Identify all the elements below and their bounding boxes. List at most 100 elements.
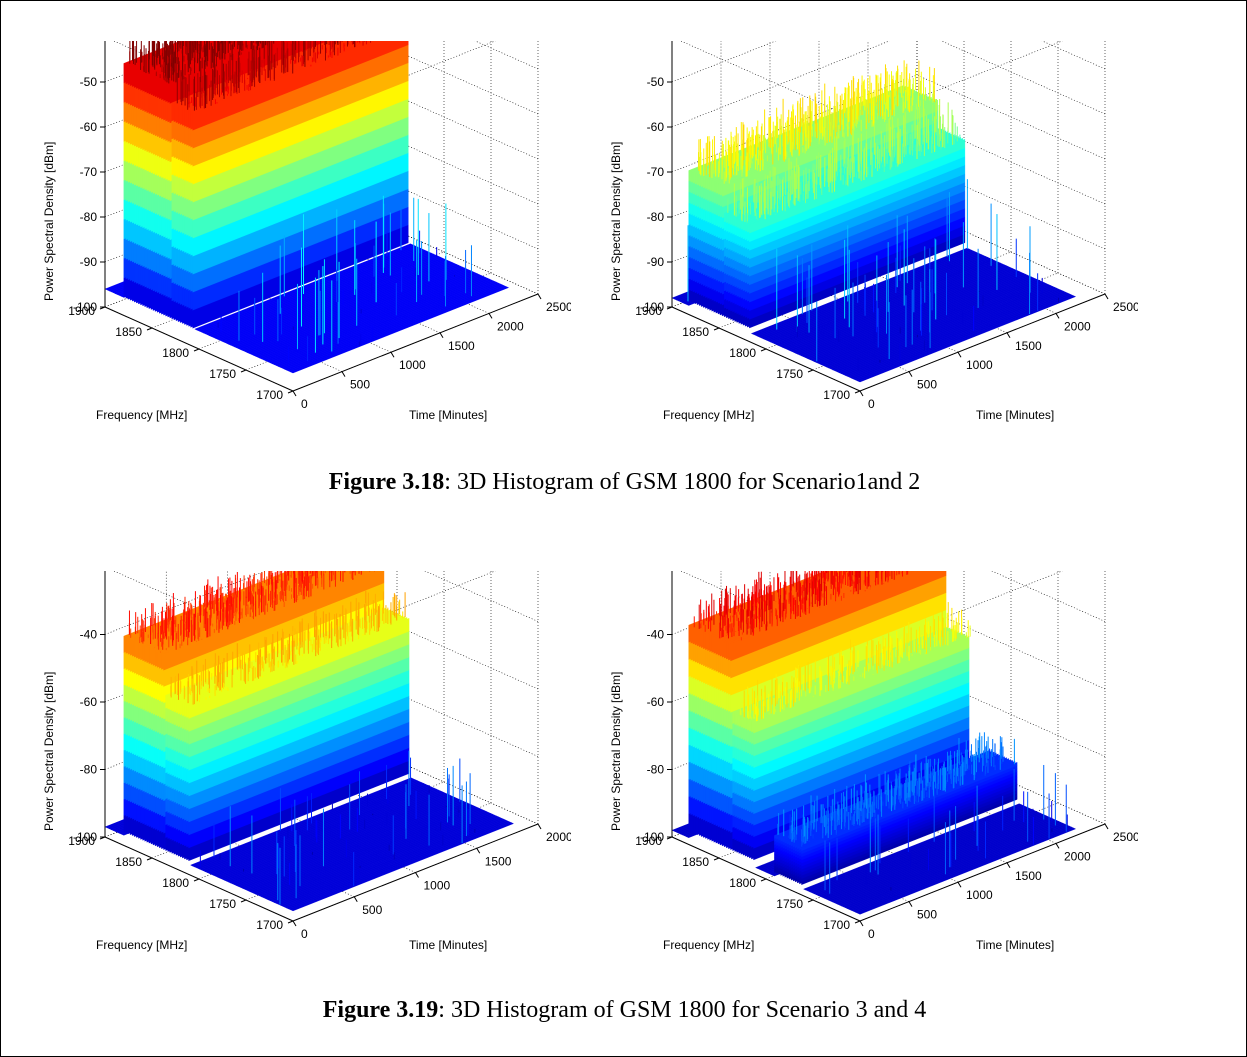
surface-group <box>671 571 1077 915</box>
time-axis-label: Time [Minutes] <box>976 408 1054 422</box>
time-tick <box>957 351 962 358</box>
figure-text-1: : 3D Histogram of GSM 1800 for Scenario1… <box>444 469 921 495</box>
time-tick <box>292 390 297 397</box>
grid-line <box>940 41 1106 115</box>
time-tick-label: 1500 <box>485 854 512 868</box>
surface-group <box>104 571 515 912</box>
plot-svg-2: 1700 1750 1800 1850 1900 0 500 1000 1500 2000 2500… <box>609 41 1138 422</box>
surface-floor-strip <box>857 295 1077 383</box>
axes-group: 1700 1750 1800 1850 1900 0 500 1000 1500 2000 2500… <box>42 41 571 422</box>
time-tick <box>415 872 419 878</box>
grid-line <box>671 41 777 83</box>
surface-floor-strip <box>290 286 510 374</box>
psd-tick-label: -100 <box>73 830 97 844</box>
plot-svg-3: 1700 1750 1800 1850 1900 0 500 1000 1500 2000 -100… <box>42 571 571 952</box>
frequency-axis-label: Frequency [MHz] <box>96 938 187 952</box>
time-tick <box>537 293 542 300</box>
frequency-tick <box>240 899 247 903</box>
psd-tick-label: -90 <box>647 255 665 269</box>
time-tick <box>1055 313 1060 319</box>
psd-tick-label: -20 <box>80 571 98 574</box>
figure-caption-1: Figure 3.18: 3D Histogram of GSM 1800 fo… <box>1 469 1247 496</box>
frequency-axis-label: Frequency [MHz] <box>663 408 754 422</box>
time-tick <box>292 920 297 927</box>
surface-band-strip <box>749 138 966 234</box>
surface-group <box>671 60 1077 383</box>
psd-tick-label: -90 <box>80 255 98 269</box>
frequency-tick <box>713 327 720 331</box>
psd-tick-label: -80 <box>647 210 665 224</box>
psd-tick-label: -60 <box>647 120 665 134</box>
frequency-tick <box>193 348 200 352</box>
time-tick-label: 1500 <box>448 339 475 353</box>
surface-band-strip <box>192 41 409 131</box>
time-axis-line <box>859 293 1106 392</box>
frequency-tick-label: 1850 <box>682 325 709 339</box>
surface-group <box>104 41 510 374</box>
psd-tick-label: -70 <box>80 165 98 179</box>
psd-tick-label: -100 <box>640 300 664 314</box>
frequency-tick <box>193 878 200 882</box>
frequency-tick-label: 1850 <box>115 325 142 339</box>
figure-label-1: Figure 3.18 <box>328 469 445 495</box>
frequency-tick-label: 1700 <box>256 388 283 402</box>
time-tick-label: 0 <box>868 397 875 411</box>
frequency-tick-label: 1900 <box>68 304 95 318</box>
frequency-tick-label: 1800 <box>729 346 756 360</box>
box-edge <box>680 41 861 122</box>
time-tick <box>341 371 346 377</box>
time-tick <box>353 896 358 903</box>
frequency-tick-label: 1750 <box>209 367 236 381</box>
psd-tick-label: -40 <box>80 628 98 642</box>
surface-band-strip <box>163 571 385 671</box>
plot-scenario-3: 1700 1750 1800 1850 1900 0 500 1000 1500 2000 -100… <box>31 571 571 966</box>
frequency-tick <box>760 348 767 352</box>
time-axis-label: Time [Minutes] <box>409 938 487 952</box>
frequency-tick-label: 1800 <box>162 876 189 890</box>
time-tick <box>439 332 444 339</box>
psd-tick-label: -60 <box>80 120 98 134</box>
frequency-tick <box>240 369 247 373</box>
psd-axis-label: Power Spectral Density [dBm] <box>42 142 56 301</box>
time-tick <box>537 823 542 830</box>
time-tick-label: 2500 <box>1113 300 1138 314</box>
plot-scenario-1: 1700 1750 1800 1850 1900 0 500 1000 1500 2000 2500… <box>31 41 571 436</box>
grid-line <box>671 41 891 128</box>
grid-line <box>991 571 1106 622</box>
grid-line <box>1041 41 1106 70</box>
plot-svg-1: 1700 1750 1800 1850 1900 0 500 1000 1500 2000 2500… <box>42 41 571 422</box>
time-tick-label: 2000 <box>1064 319 1091 333</box>
time-tick-label: 2500 <box>546 300 571 314</box>
time-tick <box>488 313 493 319</box>
grid-line <box>916 74 1106 160</box>
plot-svg-4: 1700175018001850190005001000150020002500… <box>609 571 1138 952</box>
frequency-tick <box>146 857 153 861</box>
frequency-tick-label: 1900 <box>68 834 95 848</box>
psd-tick-label: -40 <box>80 41 98 44</box>
psd-tick-label: -40 <box>647 41 665 44</box>
time-tick-label: 0 <box>301 397 308 411</box>
plot-scenario-2: 1700 1750 1800 1850 1900 0 500 1000 1500 2000 2500… <box>598 41 1138 436</box>
psd-axis-label: Power Spectral Density [dBm] <box>42 672 56 831</box>
frequency-tick <box>807 369 814 373</box>
time-tick-label: 1500 <box>1015 339 1042 353</box>
frequency-tick-label: 1750 <box>776 367 803 381</box>
time-tick <box>1006 332 1011 339</box>
plot-scenario-4: 1700 1750 1800 1850 1900 0 500 1000 1500 2000 2500… <box>598 571 1138 966</box>
time-tick <box>476 847 481 854</box>
psd-tick-label: -50 <box>80 75 98 89</box>
time-tick-label: 500 <box>917 378 937 392</box>
time-tick-label: 500 <box>350 378 370 392</box>
time-tick-label: 1000 <box>399 358 426 372</box>
surface-floor-strip <box>290 822 515 912</box>
frequency-tick-label: 1750 <box>209 897 236 911</box>
frequency-tick <box>854 390 861 394</box>
psd-axis-label: Power Spectral Density [dBm] <box>609 142 623 301</box>
time-tick-label: 1000 <box>424 879 451 893</box>
psd-tick-label: -80 <box>80 763 98 777</box>
time-axis-label: Time [Minutes] <box>409 408 487 422</box>
frequency-tick-label: 1850 <box>115 855 142 869</box>
psd-tick-label: -100 <box>73 300 97 314</box>
frequency-tick-label: 1800 <box>162 346 189 360</box>
